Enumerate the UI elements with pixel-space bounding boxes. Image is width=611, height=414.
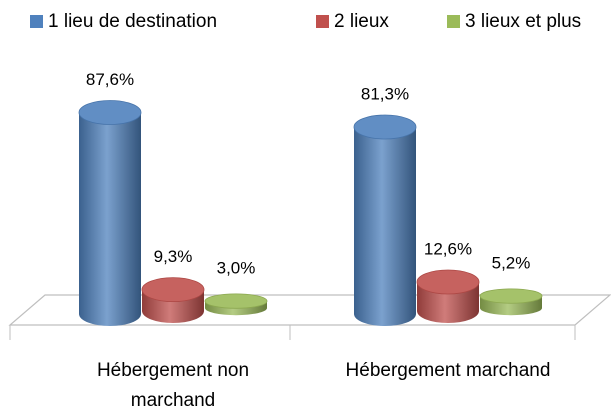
x-tick-label: Hébergement marchand: [345, 360, 551, 381]
bar: [204, 293, 268, 316]
data-label: 3,0%: [217, 259, 256, 278]
bar: [416, 269, 480, 323]
data-label: 5,2%: [492, 254, 531, 273]
x-tick-label: Hébergement non marchand: [96, 360, 250, 411]
data-label: 81,3%: [361, 84, 409, 103]
bar: [353, 114, 417, 326]
legend-label: 3 lieux et plus: [465, 11, 581, 32]
legend-swatch: [316, 15, 329, 28]
data-label: 9,3%: [154, 247, 193, 266]
bar: [141, 277, 205, 323]
legend-swatch: [447, 15, 460, 28]
data-label: 12,6%: [424, 240, 472, 259]
legend-label: 2 lieux: [334, 11, 389, 32]
legend-swatch: [30, 15, 43, 28]
legend-label: 1 lieu de destination: [48, 11, 217, 32]
bar: [479, 288, 543, 316]
data-label: 87,6%: [86, 70, 134, 89]
bar: [78, 100, 142, 327]
